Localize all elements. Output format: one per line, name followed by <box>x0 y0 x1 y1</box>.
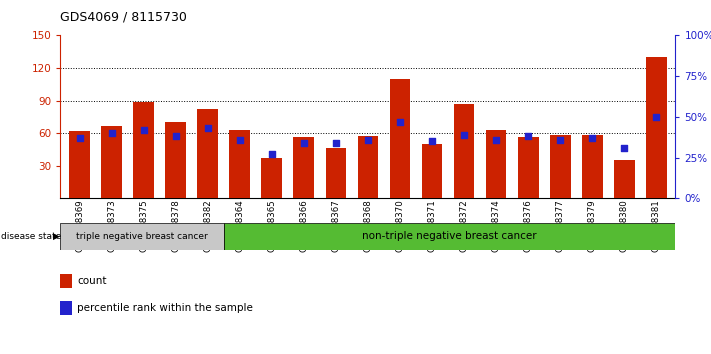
Bar <box>69 131 90 198</box>
Bar <box>198 109 218 198</box>
Bar <box>133 102 154 198</box>
Point <box>266 152 277 157</box>
Point <box>523 133 534 139</box>
Point <box>362 137 373 142</box>
Text: disease state: disease state <box>1 232 61 241</box>
Bar <box>550 135 570 198</box>
Text: percentile rank within the sample: percentile rank within the sample <box>77 303 253 313</box>
Point <box>427 138 438 144</box>
Bar <box>614 160 635 198</box>
Text: ▶: ▶ <box>53 232 60 241</box>
Bar <box>422 144 442 198</box>
Point <box>651 114 662 120</box>
Bar <box>646 57 667 198</box>
Bar <box>358 136 378 198</box>
Bar <box>518 137 538 198</box>
Point <box>106 130 117 136</box>
Point <box>395 119 406 125</box>
Point <box>459 132 470 138</box>
Text: GDS4069 / 8115730: GDS4069 / 8115730 <box>60 11 187 24</box>
Point <box>330 140 341 146</box>
Bar <box>166 122 186 198</box>
Bar <box>582 135 603 198</box>
Bar <box>101 126 122 198</box>
Point <box>491 137 502 142</box>
Bar <box>262 158 282 198</box>
Bar <box>294 137 314 198</box>
Bar <box>486 130 506 198</box>
Bar <box>326 148 346 198</box>
Point <box>619 145 630 150</box>
Point <box>202 125 213 131</box>
Bar <box>60 301 72 315</box>
Text: non-triple negative breast cancer: non-triple negative breast cancer <box>363 231 537 241</box>
Bar <box>60 223 224 250</box>
Bar <box>390 79 410 198</box>
Point <box>298 140 309 146</box>
Bar <box>60 274 72 288</box>
Point <box>138 127 149 133</box>
Bar <box>224 223 675 250</box>
Point <box>170 133 181 139</box>
Point <box>555 137 566 142</box>
Text: triple negative breast cancer: triple negative breast cancer <box>76 232 208 241</box>
Point <box>587 135 598 141</box>
Point <box>234 137 245 142</box>
Text: count: count <box>77 276 107 286</box>
Bar <box>454 104 474 198</box>
Bar <box>230 130 250 198</box>
Point <box>74 135 85 141</box>
